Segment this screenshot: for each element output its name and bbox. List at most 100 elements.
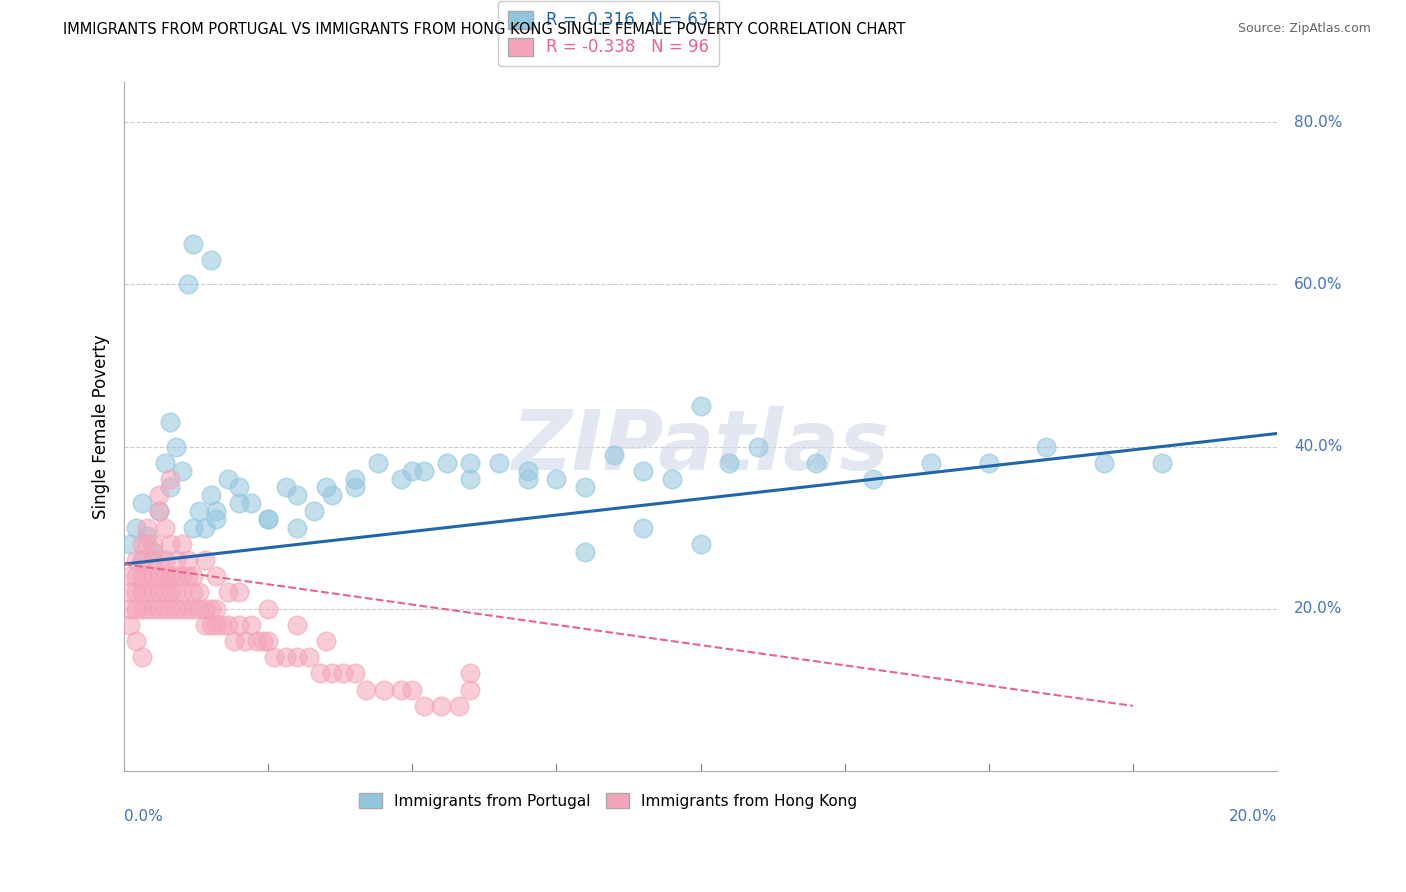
Text: Source: ZipAtlas.com: Source: ZipAtlas.com xyxy=(1237,22,1371,36)
Point xyxy=(125,601,148,615)
Point xyxy=(170,537,193,551)
Point xyxy=(413,698,436,713)
Point xyxy=(183,569,205,583)
Point xyxy=(862,472,884,486)
Point xyxy=(1150,456,1173,470)
Point xyxy=(205,617,228,632)
Point xyxy=(125,585,148,599)
Point xyxy=(546,472,568,486)
Point xyxy=(153,553,176,567)
Point xyxy=(516,472,538,486)
Point xyxy=(228,585,250,599)
Point xyxy=(136,601,159,615)
Point xyxy=(205,512,228,526)
Point xyxy=(136,585,159,599)
Text: 80.0%: 80.0% xyxy=(1295,115,1343,130)
Point xyxy=(574,480,596,494)
Point xyxy=(142,601,165,615)
Point xyxy=(343,472,366,486)
Point xyxy=(136,520,159,534)
Text: IMMIGRANTS FROM PORTUGAL VS IMMIGRANTS FROM HONG KONG SINGLE FEMALE POVERTY CORR: IMMIGRANTS FROM PORTUGAL VS IMMIGRANTS F… xyxy=(63,22,905,37)
Point xyxy=(488,456,510,470)
Point xyxy=(183,601,205,615)
Point xyxy=(176,569,198,583)
Point xyxy=(217,472,239,486)
Point xyxy=(136,537,159,551)
Point xyxy=(205,569,228,583)
Point xyxy=(148,569,170,583)
Point xyxy=(148,504,170,518)
Point xyxy=(205,601,228,615)
Point xyxy=(373,682,395,697)
Point xyxy=(194,617,217,632)
Point xyxy=(285,488,308,502)
Point xyxy=(159,601,181,615)
Point xyxy=(233,634,256,648)
Point xyxy=(148,504,170,518)
Point xyxy=(631,520,654,534)
Point xyxy=(118,585,141,599)
Point xyxy=(285,520,308,534)
Point xyxy=(1035,440,1057,454)
Point xyxy=(183,585,205,599)
Point xyxy=(131,553,153,567)
Point xyxy=(252,634,274,648)
Point xyxy=(165,553,187,567)
Text: ZIPatlas: ZIPatlas xyxy=(512,407,890,487)
Point xyxy=(200,253,222,268)
Point xyxy=(125,569,148,583)
Point xyxy=(142,569,165,583)
Point xyxy=(176,601,198,615)
Point xyxy=(257,512,280,526)
Point xyxy=(142,553,165,567)
Point xyxy=(228,617,250,632)
Point xyxy=(200,488,222,502)
Point xyxy=(118,569,141,583)
Point xyxy=(228,496,250,510)
Text: 20.0%: 20.0% xyxy=(1229,808,1277,823)
Text: 20.0%: 20.0% xyxy=(1295,601,1343,616)
Point xyxy=(217,585,239,599)
Point xyxy=(170,601,193,615)
Point xyxy=(142,537,165,551)
Point xyxy=(183,520,205,534)
Point xyxy=(194,553,217,567)
Point xyxy=(188,585,211,599)
Point xyxy=(1092,456,1115,470)
Point xyxy=(389,682,412,697)
Point xyxy=(315,480,337,494)
Point xyxy=(131,585,153,599)
Point xyxy=(200,617,222,632)
Point xyxy=(136,529,159,543)
Point xyxy=(920,456,942,470)
Point xyxy=(170,569,193,583)
Point xyxy=(205,504,228,518)
Point xyxy=(131,496,153,510)
Point xyxy=(285,650,308,665)
Point xyxy=(165,569,187,583)
Point xyxy=(176,553,198,567)
Point xyxy=(148,488,170,502)
Point xyxy=(298,650,321,665)
Point xyxy=(413,464,436,478)
Point xyxy=(516,464,538,478)
Point xyxy=(257,634,280,648)
Point xyxy=(343,480,366,494)
Point xyxy=(165,440,187,454)
Point xyxy=(304,504,326,518)
Point xyxy=(436,456,458,470)
Point xyxy=(332,666,354,681)
Point xyxy=(804,456,827,470)
Point xyxy=(125,553,148,567)
Legend: Immigrants from Portugal, Immigrants from Hong Kong: Immigrants from Portugal, Immigrants fro… xyxy=(353,787,863,814)
Text: 0.0%: 0.0% xyxy=(124,808,163,823)
Point xyxy=(188,601,211,615)
Point xyxy=(747,440,769,454)
Point xyxy=(228,480,250,494)
Point xyxy=(153,520,176,534)
Point xyxy=(689,537,711,551)
Point xyxy=(661,472,683,486)
Point xyxy=(458,472,481,486)
Point xyxy=(153,456,176,470)
Point xyxy=(159,537,181,551)
